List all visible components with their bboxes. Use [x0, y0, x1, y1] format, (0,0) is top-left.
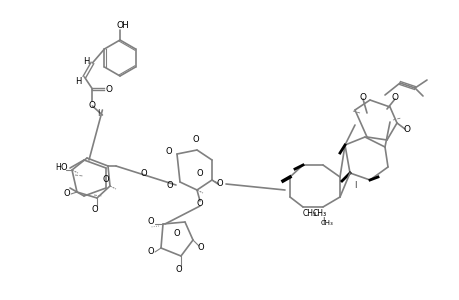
Text: O: O — [216, 179, 223, 188]
Text: O: O — [165, 146, 172, 155]
Text: CH₃: CH₃ — [312, 208, 326, 217]
Text: O: O — [147, 248, 154, 256]
Text: O: O — [359, 92, 366, 101]
Text: |: | — [97, 110, 100, 116]
Text: |: | — [353, 182, 355, 188]
Text: O: O — [140, 169, 147, 178]
Text: O: O — [175, 266, 182, 274]
Text: O: O — [147, 218, 154, 226]
Text: O: O — [61, 164, 67, 172]
Text: O: O — [166, 181, 173, 190]
Text: O: O — [106, 85, 112, 94]
Text: H: H — [55, 164, 61, 172]
Text: O: O — [174, 230, 180, 238]
Text: O: O — [403, 125, 409, 134]
Text: CH₃: CH₃ — [320, 220, 333, 226]
Text: O: O — [89, 101, 96, 110]
Text: CH₃: CH₃ — [302, 208, 316, 217]
Text: H: H — [75, 76, 81, 85]
Text: O: O — [63, 190, 70, 199]
Text: O: O — [196, 199, 203, 208]
Text: O: O — [391, 92, 397, 101]
Text: O: O — [116, 22, 123, 31]
Text: H: H — [121, 22, 128, 31]
Text: O: O — [192, 136, 199, 145]
Text: O: O — [197, 244, 204, 253]
Text: O: O — [196, 169, 203, 178]
Text: H: H — [83, 56, 90, 65]
Text: O: O — [91, 206, 98, 214]
Text: |: | — [321, 217, 324, 224]
Text: O: O — [102, 176, 109, 184]
